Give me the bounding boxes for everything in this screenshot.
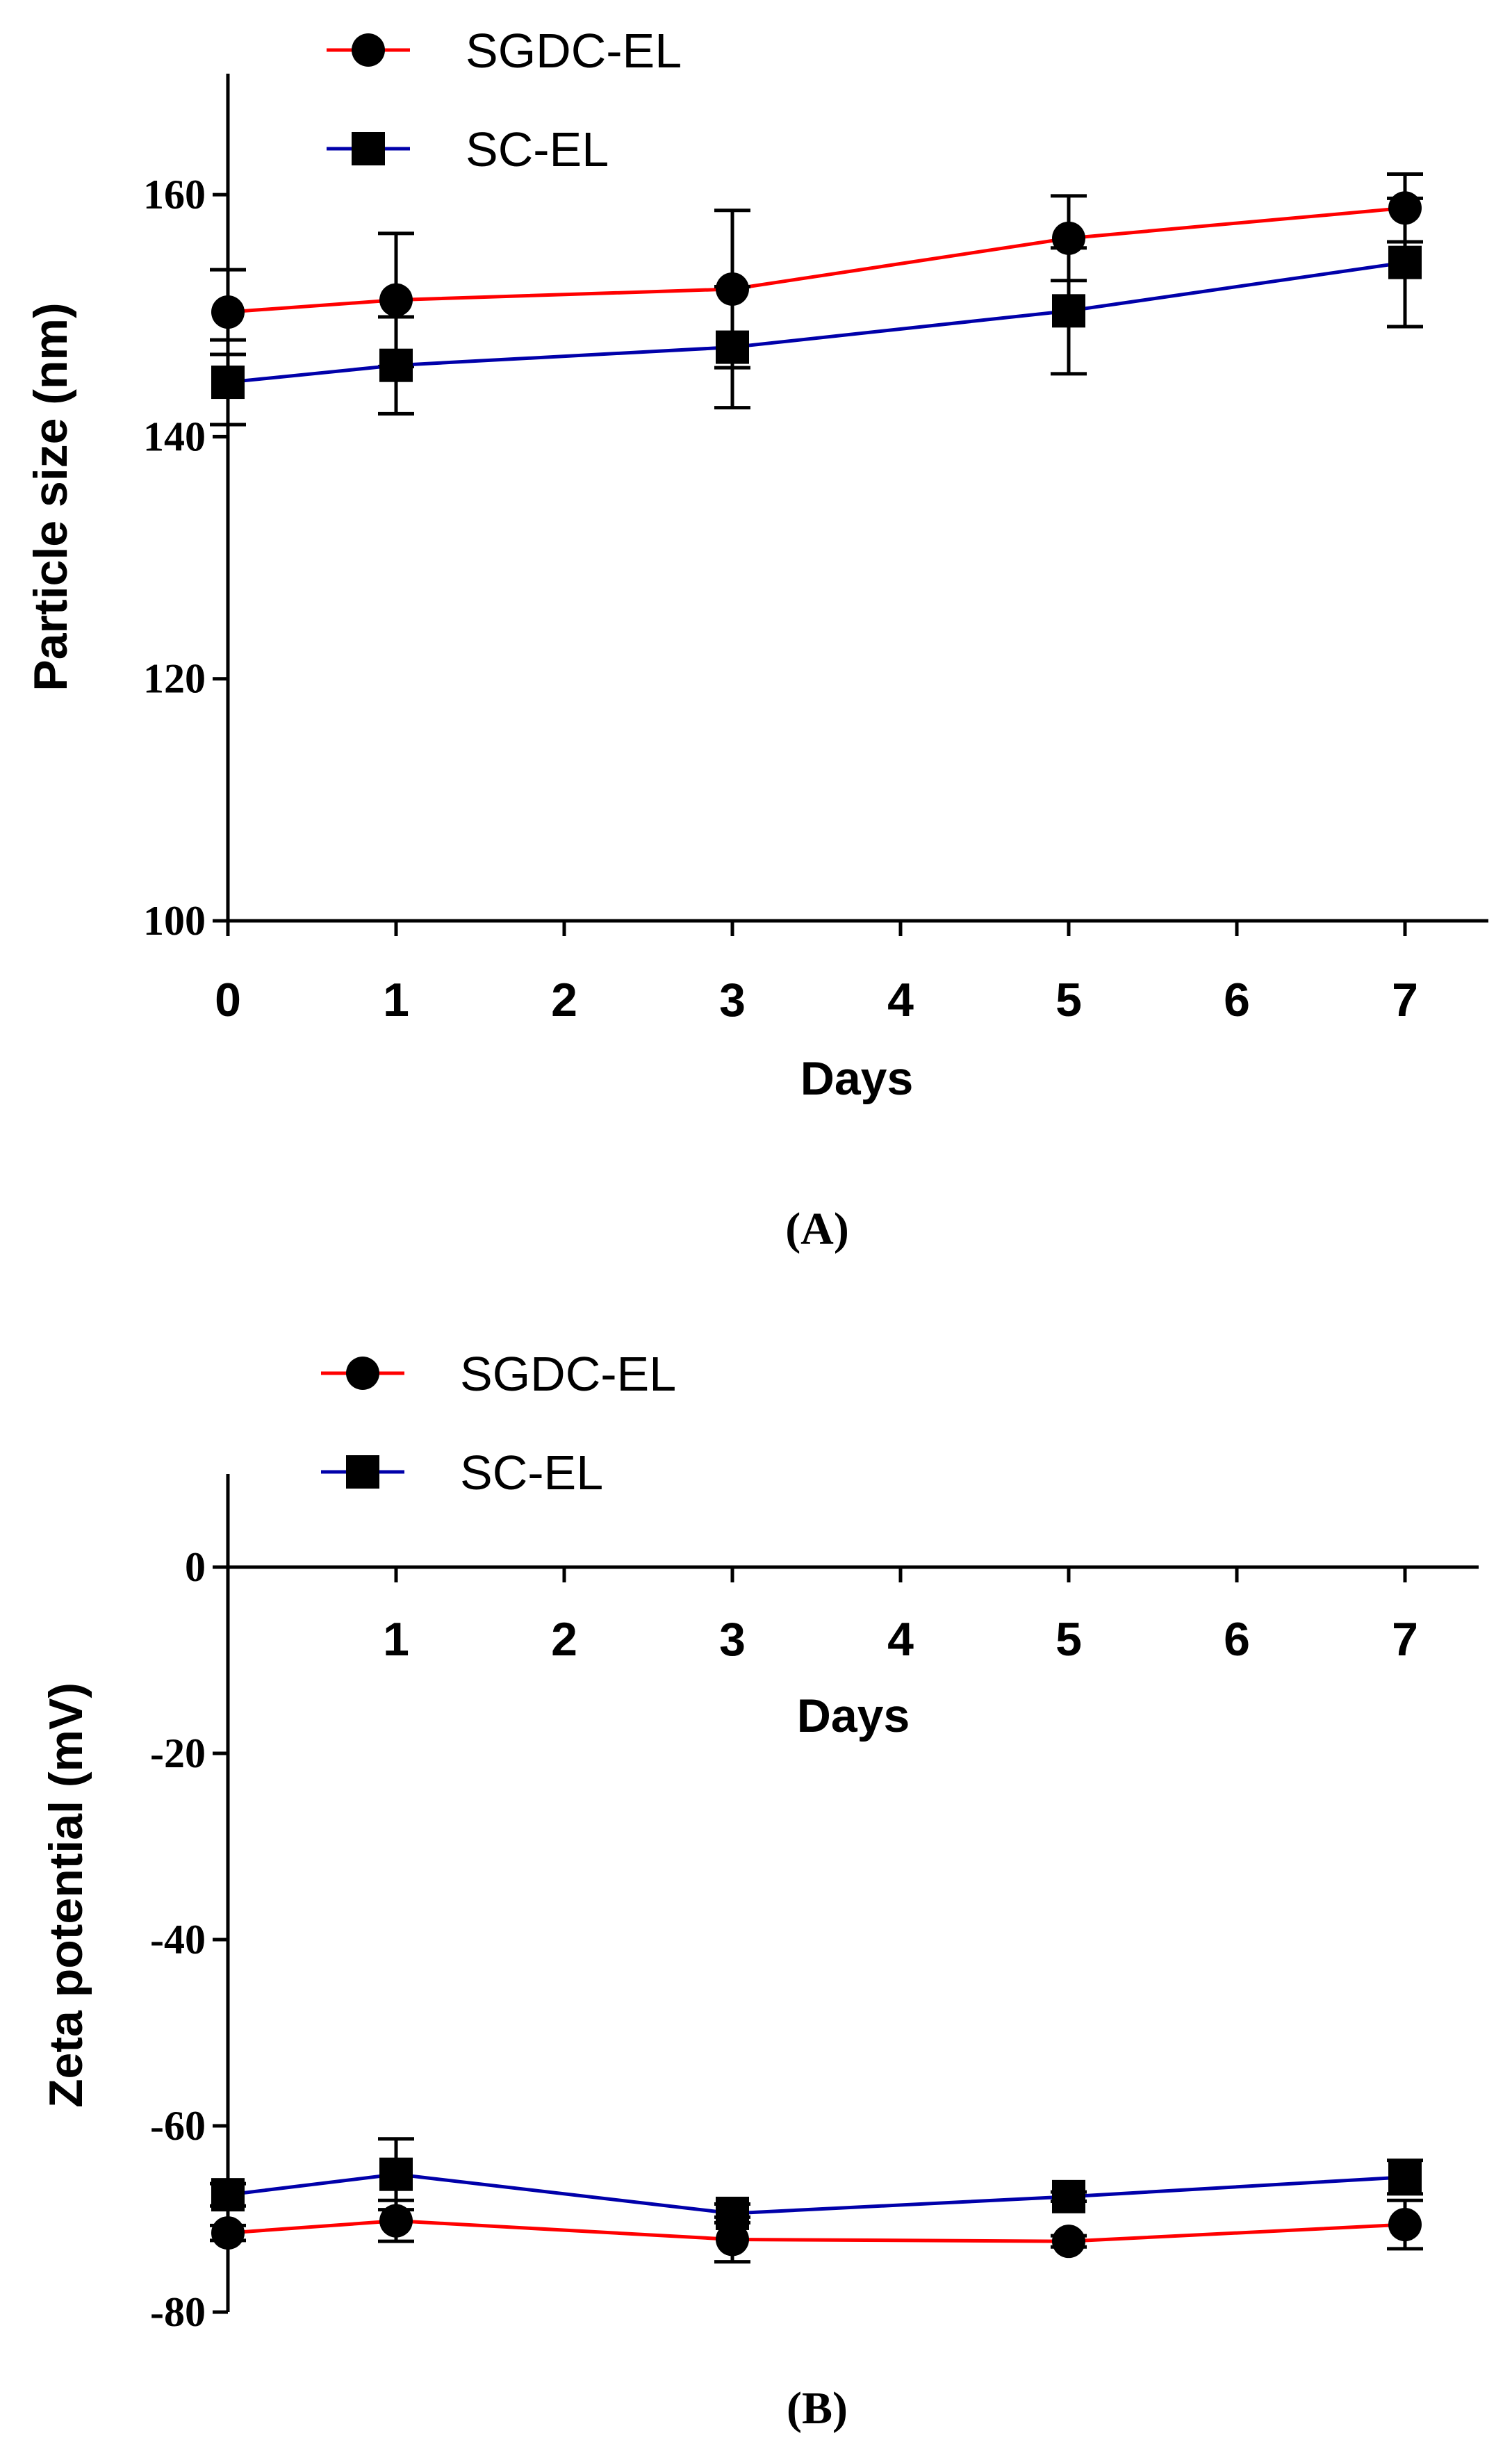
data-point	[379, 348, 413, 382]
y-tick-label: -40	[150, 1917, 206, 1963]
x-axis-title: Days	[800, 1052, 914, 1105]
data-point	[1052, 2225, 1085, 2259]
x-tick-label: 3	[719, 1613, 746, 1666]
data-point	[716, 330, 749, 364]
x-tick-label: 5	[1055, 974, 1082, 1026]
data-point	[716, 2222, 749, 2256]
panel-label: (B)	[787, 2383, 848, 2434]
y-tick-label: 100	[143, 898, 206, 944]
x-tick-label: 6	[1224, 1613, 1250, 1666]
legend-label: SC-EL	[460, 1445, 603, 1500]
x-tick-label: 1	[383, 974, 409, 1026]
data-point	[211, 2216, 245, 2250]
data-point	[1388, 245, 1422, 279]
x-tick-label: 2	[551, 974, 577, 1026]
x-tick-label: 7	[1392, 974, 1418, 1026]
series-sgdc-el	[210, 2198, 1423, 2264]
data-point	[379, 283, 413, 317]
y-tick-label: -60	[150, 2103, 206, 2149]
x-tick-label: 1	[383, 1613, 409, 1666]
x-tick-label: 2	[551, 1613, 577, 1666]
y-tick-label: 160	[143, 172, 206, 218]
series-sc-el	[210, 2137, 1423, 2230]
data-point	[379, 2157, 413, 2191]
x-tick-label: 4	[887, 974, 914, 1026]
x-tick-label: 0	[215, 974, 241, 1026]
legend-marker	[352, 132, 385, 165]
legend-marker	[346, 1455, 379, 1489]
data-point	[1388, 2208, 1422, 2242]
legend-label: SGDC-EL	[466, 24, 682, 78]
legend: SGDC-EL SC-EL	[321, 1347, 676, 1500]
data-point	[211, 295, 245, 329]
legend-label: SGDC-EL	[460, 1347, 676, 1401]
data-point	[1388, 2160, 1422, 2194]
panel-label: (A)	[785, 1204, 849, 1254]
x-tick-label: 5	[1055, 1613, 1082, 1666]
panel-b-zeta-potential: 0 -20 -40 -60 -80 1 2 3 4 5 6 7 Days Zeta potential (…	[40, 1347, 1479, 2434]
legend-label: SC-EL	[466, 122, 609, 177]
y-tick-label: 120	[143, 656, 206, 702]
data-point	[379, 2204, 413, 2238]
data-point	[1052, 2179, 1085, 2213]
x-tick-label: 6	[1224, 974, 1250, 1026]
y-axis-title: Zeta potential (mV)	[40, 1682, 92, 2108]
panel-a-particle-size: 100 120 140 160 0 1 2 3 4 5 6 7 Days Particle size (n…	[24, 24, 1488, 1254]
data-point	[211, 2178, 245, 2212]
x-tick-label: 7	[1392, 1613, 1418, 1666]
y-tick-label: -80	[150, 2289, 206, 2335]
series-sc-el	[210, 196, 1423, 427]
data-point	[716, 2196, 749, 2230]
x-tick-label: 3	[719, 974, 746, 1026]
y-tick-label: -20	[150, 1730, 206, 1776]
x-tick-label: 4	[887, 1613, 914, 1666]
data-point	[1052, 294, 1085, 328]
y-tick-label: 0	[185, 1544, 206, 1590]
y-axis-title: Particle size (nm)	[24, 302, 77, 691]
legend: SGDC-EL SC-EL	[327, 24, 682, 177]
y-tick-label: 140	[143, 413, 206, 459]
data-point	[211, 366, 245, 400]
legend-marker	[352, 33, 385, 67]
x-axis-title: Days	[797, 1689, 910, 1742]
legend-marker	[346, 1357, 379, 1390]
